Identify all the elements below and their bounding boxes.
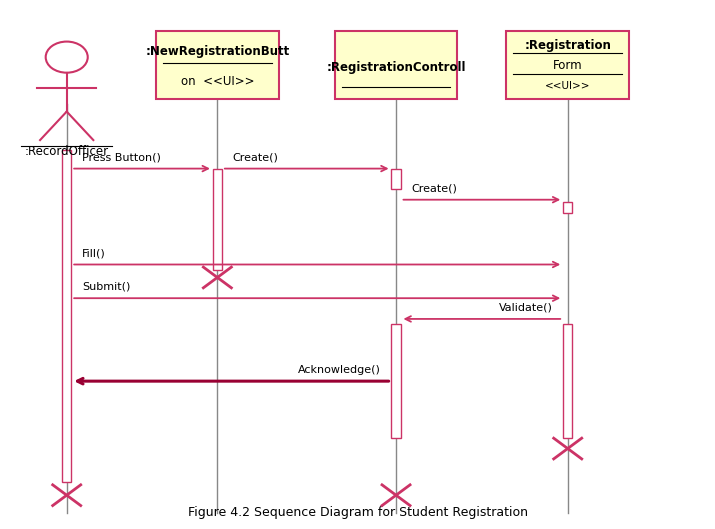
Text: Create(): Create(): [232, 152, 278, 162]
Text: Fill(): Fill(): [82, 248, 106, 258]
Text: Submit(): Submit(): [82, 282, 130, 292]
Text: :RegistrationControll: :RegistrationControll: [326, 61, 465, 74]
Bar: [392, 324, 400, 438]
Text: Acknowledge(): Acknowledge(): [298, 365, 381, 375]
Bar: [62, 150, 72, 482]
Bar: [213, 169, 222, 270]
Bar: [335, 31, 458, 98]
Text: Figure 4.2 Sequence Diagram for Student Registration: Figure 4.2 Sequence Diagram for Student …: [187, 506, 528, 518]
Text: :Registration: :Registration: [524, 39, 611, 52]
Text: Create(): Create(): [411, 184, 457, 194]
Text: Press Button(): Press Button(): [82, 152, 161, 162]
Text: <<UI>>: <<UI>>: [545, 81, 591, 92]
Text: Validate(): Validate(): [499, 303, 553, 313]
Bar: [563, 202, 572, 213]
Bar: [506, 31, 629, 98]
Bar: [392, 169, 400, 189]
Text: :NewRegistrationButt: :NewRegistrationButt: [145, 45, 290, 58]
Bar: [563, 324, 572, 438]
Text: on  <<UI>>: on <<UI>>: [181, 75, 254, 87]
Text: :RecordOfficer: :RecordOfficer: [24, 145, 109, 158]
Text: Form: Form: [553, 59, 583, 72]
Bar: [156, 31, 279, 98]
